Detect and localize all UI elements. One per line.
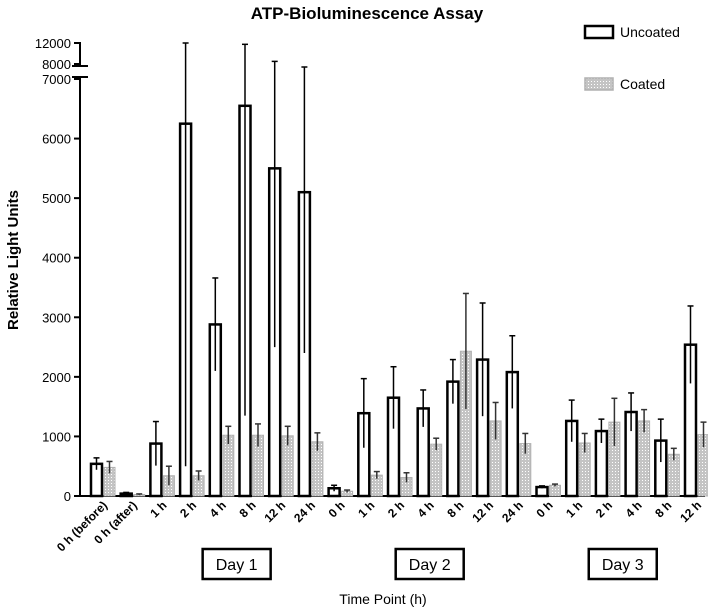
- day-group-label: Day 1: [216, 557, 258, 574]
- legend-swatch-coated: [584, 77, 614, 91]
- y-tick-label: 1000: [42, 429, 71, 444]
- x-tick-label: 8 h: [444, 498, 466, 520]
- coated-bar: [667, 453, 680, 497]
- x-tick-label: 2 h: [177, 498, 199, 520]
- x-tick-label: 1 h: [563, 498, 585, 520]
- uncoated-bar: [535, 485, 549, 498]
- y-axis-label: Relative Light Units: [5, 190, 22, 330]
- y-tick-label: 0: [64, 489, 71, 504]
- legend-swatch-uncoated: [583, 24, 615, 40]
- y-tick-label: 2000: [42, 370, 71, 385]
- x-tick-label: 0 h: [533, 498, 555, 520]
- y-tick-label: 7000: [42, 72, 71, 87]
- day-group-label: Day 2: [409, 557, 451, 574]
- legend: Uncoated Coated: [583, 24, 680, 92]
- day-group-box: [394, 547, 465, 581]
- bars: [89, 104, 708, 498]
- y-tick-label: 4000: [42, 251, 71, 266]
- day-group-box: [201, 547, 272, 581]
- coated-bar: [549, 484, 561, 497]
- x-tick-label: 0 h: [326, 498, 348, 520]
- y-tick-label: 3000: [42, 310, 71, 325]
- day-groups: Day 1 Day 2 Day 3: [201, 547, 658, 581]
- legend-label-uncoated: Uncoated: [620, 24, 680, 40]
- x-tick-label: 12 h: [261, 498, 288, 525]
- x-tick-label: 8 h: [652, 498, 674, 520]
- x-tick-label: 4 h: [415, 498, 437, 520]
- y-tick-label: 12000: [35, 36, 71, 51]
- coated-bar: [222, 434, 235, 497]
- y-tick-label: 5000: [42, 191, 71, 206]
- x-tick-label: 12 h: [469, 498, 496, 525]
- error-bars: [93, 42, 707, 496]
- coated-bar: [430, 443, 443, 497]
- day-group-label: Day 3: [602, 557, 644, 574]
- x-axis-label: Time Point (h): [339, 591, 426, 607]
- chart-title: ATP-Bioluminescence Assay: [251, 4, 484, 23]
- x-tick-label: 2 h: [593, 498, 615, 520]
- x-tick-label: 1 h: [355, 498, 377, 520]
- x-tick-label: 4 h: [623, 498, 645, 520]
- y-tick-label: 8000: [42, 57, 71, 72]
- x-tick-label: 1 h: [147, 498, 169, 520]
- x-tick-label: 24 h: [499, 498, 526, 525]
- legend-label-coated: Coated: [620, 76, 665, 92]
- x-tick-label: 2 h: [385, 498, 407, 520]
- y-tick-label: 6000: [42, 132, 71, 147]
- day-group-box: [587, 547, 658, 581]
- x-tick-label: 4 h: [207, 498, 229, 520]
- x-tick-label: 12 h: [677, 498, 704, 525]
- x-tick-label: 8 h: [236, 498, 258, 520]
- x-tick-label: 24 h: [291, 498, 318, 525]
